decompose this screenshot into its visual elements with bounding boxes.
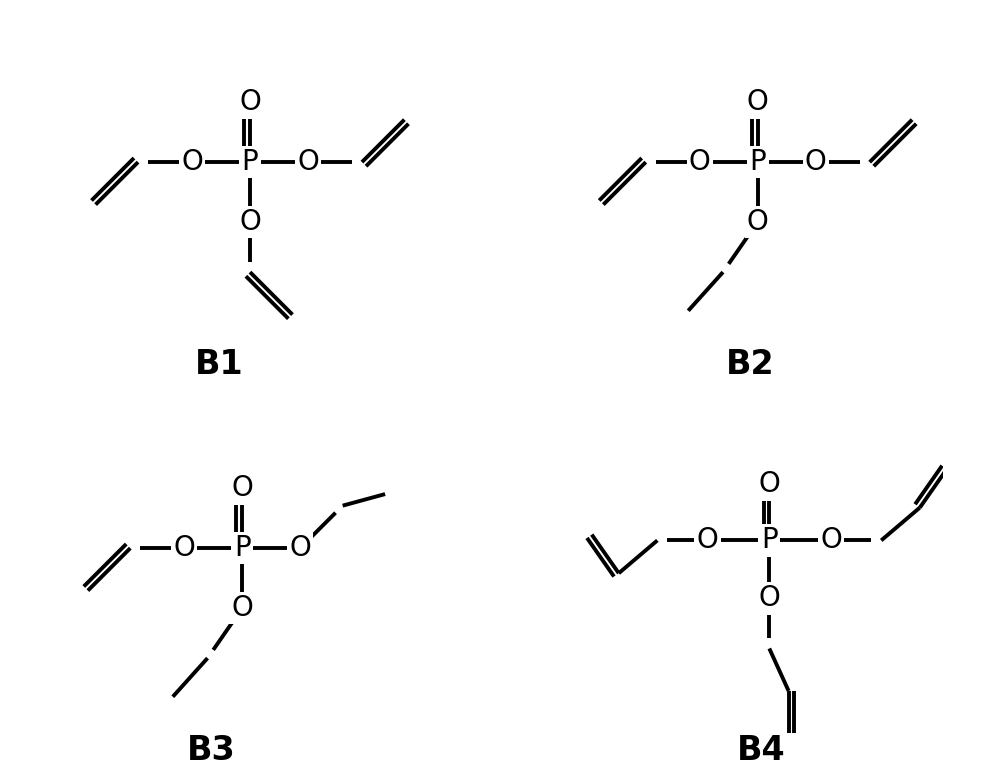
Text: O: O (820, 527, 842, 554)
Text: O: O (697, 527, 718, 554)
Text: O: O (747, 208, 769, 236)
Text: P: P (242, 148, 258, 176)
Text: P: P (749, 148, 766, 176)
Text: O: O (805, 148, 826, 176)
Text: O: O (289, 534, 311, 562)
Text: O: O (181, 148, 203, 176)
Text: O: O (231, 594, 253, 622)
Text: B4: B4 (737, 734, 786, 767)
Text: O: O (174, 534, 195, 562)
Text: B2: B2 (726, 348, 774, 381)
Text: P: P (761, 527, 778, 554)
Text: O: O (231, 474, 253, 503)
Text: P: P (234, 534, 251, 562)
Text: O: O (758, 584, 780, 612)
Text: O: O (239, 88, 261, 117)
Text: O: O (747, 88, 769, 117)
Text: O: O (239, 208, 261, 236)
Text: O: O (689, 148, 711, 176)
Text: O: O (758, 470, 780, 499)
Text: B1: B1 (195, 348, 243, 381)
Text: B3: B3 (187, 734, 236, 767)
Text: O: O (297, 148, 319, 176)
